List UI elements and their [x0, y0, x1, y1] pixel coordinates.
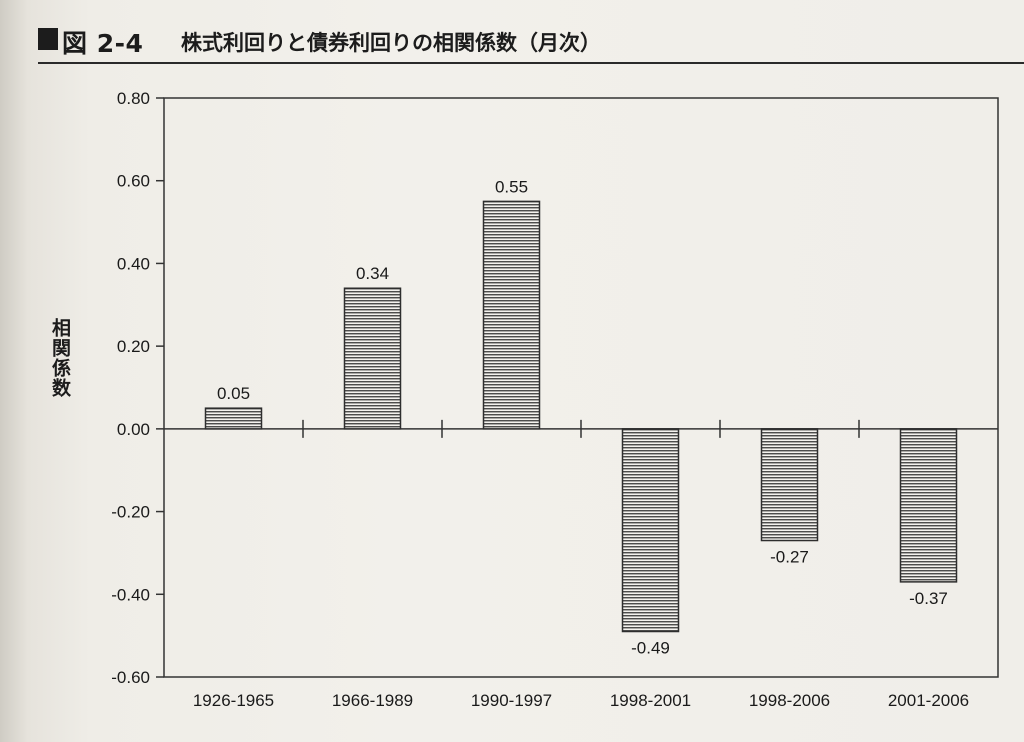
y-tick-label: -0.60: [111, 668, 150, 687]
figure-header: 図 2-4 株式利回りと債券利回りの相関係数（月次）: [38, 22, 1024, 64]
figure-title: 株式利回りと債券利回りの相関係数（月次）: [181, 31, 601, 55]
bar-1990-1997: [482, 200, 541, 430]
x-tick-label: 1926-1965: [193, 691, 274, 710]
y-tick-label: -0.20: [111, 503, 150, 522]
x-tick-label: 1966-1989: [332, 691, 413, 710]
bar-2001-2006: [899, 428, 958, 583]
data-label: -0.27: [770, 548, 809, 567]
bar-1966-1989: [343, 287, 402, 430]
category-dividers: [302, 419, 860, 438]
y-axis-title: 相関係数: [49, 318, 71, 398]
y-tick-label: -0.40: [111, 585, 150, 604]
bar-1998-2006: [760, 428, 819, 542]
y-tick-label: 0.20: [117, 337, 150, 356]
plot-frame: [163, 97, 999, 678]
figure-number: 図 2-4: [62, 29, 144, 58]
y-tick-label: 0.80: [117, 89, 150, 108]
bars: 0.05 0.34 0.55 -0.49 -0.27 -0.37: [204, 177, 958, 658]
y-axis: 0.80 0.60 0.40 0.20 0.00 -0.20 -0.40 -0.60: [111, 89, 164, 687]
x-tick-label: 1998-2006: [749, 691, 830, 710]
data-label: 0.05: [217, 384, 250, 403]
x-tick-label: 2001-2006: [888, 691, 969, 710]
bar-1926-1965: [204, 407, 263, 430]
x-tick-label: 1998-2001: [610, 691, 691, 710]
y-tick-label: 0.40: [117, 254, 150, 273]
y-tick-label: 0.60: [117, 172, 150, 191]
x-tick-label: 1990-1997: [471, 691, 552, 710]
data-label: 0.55: [495, 177, 528, 196]
data-label: 0.34: [356, 264, 389, 283]
data-label: -0.49: [631, 639, 670, 658]
x-axis: 1926-1965 1966-1989 1990-1997 1998-2001 1998…: [193, 691, 969, 710]
y-tick-label: 0.00: [117, 420, 150, 439]
bar-1998-2001: [621, 428, 680, 633]
data-label: -0.37: [909, 589, 948, 608]
header-square-icon: [38, 28, 58, 50]
